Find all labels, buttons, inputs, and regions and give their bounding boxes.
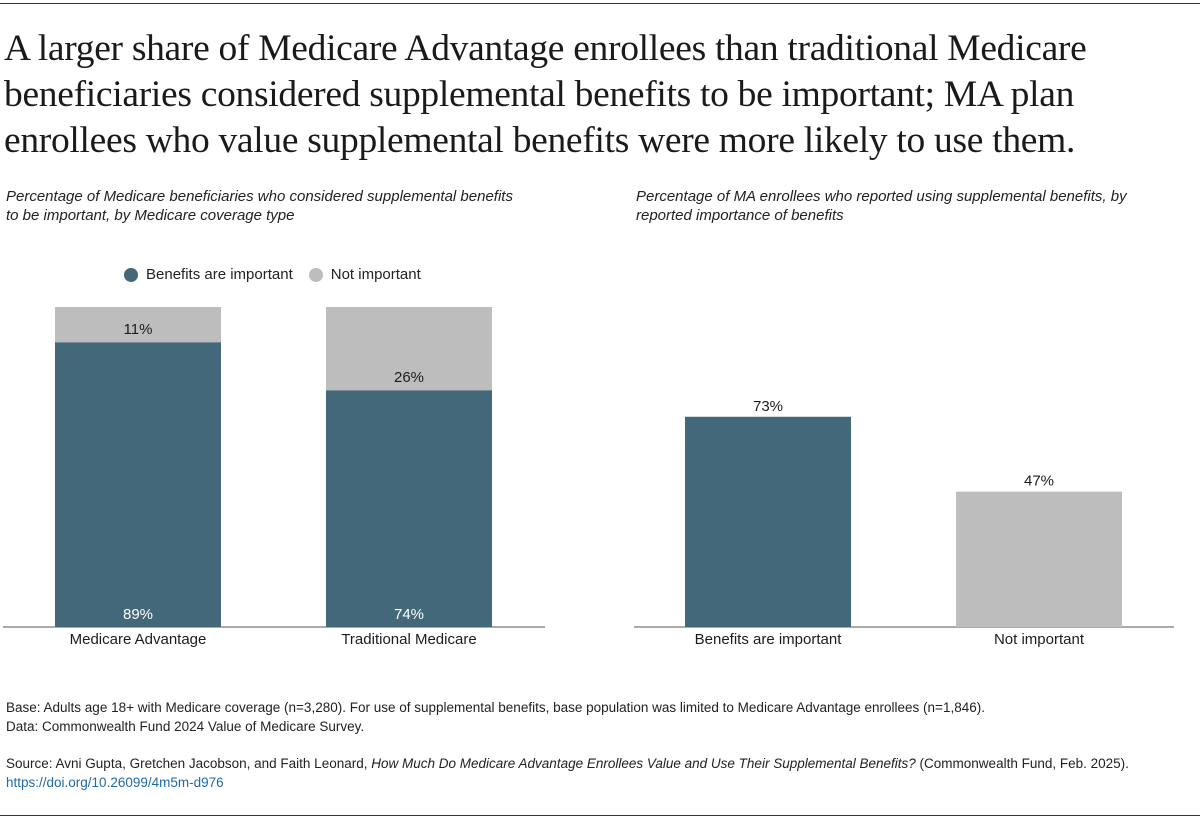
charts-canvas: 89% 11% Medicare Advantage 74% 26% Traditiona… <box>3 307 1174 648</box>
usage-category-label-benefits-are-important: Benefits are important <box>695 631 843 648</box>
right-chart-subtitle: Percentage of MA enrollees who reported … <box>636 188 1127 224</box>
label-not-important-medicare-advantage: 11% <box>124 321 153 338</box>
footnote-source: Source: Avni Gupta, Gretchen Jacobson, a… <box>6 754 1196 773</box>
legend-item-not-important: Not important <box>308 266 421 283</box>
label-important-traditional-medicare: 74% <box>394 606 424 623</box>
source-title: How Much Do Medicare Advantage Enrollees… <box>371 756 916 771</box>
legend-swatch-not-important <box>308 267 323 282</box>
bottom-rule <box>0 815 1200 816</box>
usage-bar-not-important <box>956 491 1122 627</box>
source-prefix: Source: Avni Gupta, Gretchen Jacobson, a… <box>6 756 372 771</box>
bar-important-traditional-medicare <box>326 390 492 627</box>
doi-link[interactable]: https://doi.org/10.26099/4m5m-d976 <box>6 775 224 790</box>
category-label-medicare-advantage: Medicare Advantage <box>70 631 207 648</box>
chart-title: A larger share of Medicare Advantage enr… <box>4 28 1087 161</box>
bar-not-important-medicare-advantage <box>55 307 221 343</box>
legend-item-important: Benefits are important <box>124 266 293 283</box>
legend-label-important: Benefits are important <box>146 266 293 283</box>
left-chart-subtitle: Percentage of Medicare beneficiaries who… <box>6 188 513 224</box>
usage-label-benefits-are-important: 73% <box>753 398 783 415</box>
usage-bar-benefits-are-important <box>685 416 851 627</box>
bar-not-important-traditional-medicare <box>326 307 492 391</box>
source-suffix: (Commonwealth Fund, Feb. 2025). <box>915 756 1129 771</box>
legend: Benefits are important Not important <box>124 266 437 283</box>
usage-category-label-not-important: Not important <box>994 631 1085 648</box>
footnote-data: Data: Commonwealth Fund 2024 Value of Me… <box>6 719 365 734</box>
footnote-base: Base: Adults age 18+ with Medicare cover… <box>6 700 985 715</box>
label-not-important-traditional-medicare: 26% <box>394 369 424 386</box>
legend-swatch-important <box>124 267 138 282</box>
usage-label-not-important: 47% <box>1024 473 1054 490</box>
label-important-medicare-advantage: 89% <box>123 606 153 623</box>
bar-important-medicare-advantage <box>55 342 221 627</box>
legend-label-not-important: Not important <box>330 266 421 283</box>
footnotes: Base: Adults age 18+ with Medicare cover… <box>6 698 1196 792</box>
top-rule <box>0 3 1200 4</box>
category-label-traditional-medicare: Traditional Medicare <box>341 631 476 648</box>
